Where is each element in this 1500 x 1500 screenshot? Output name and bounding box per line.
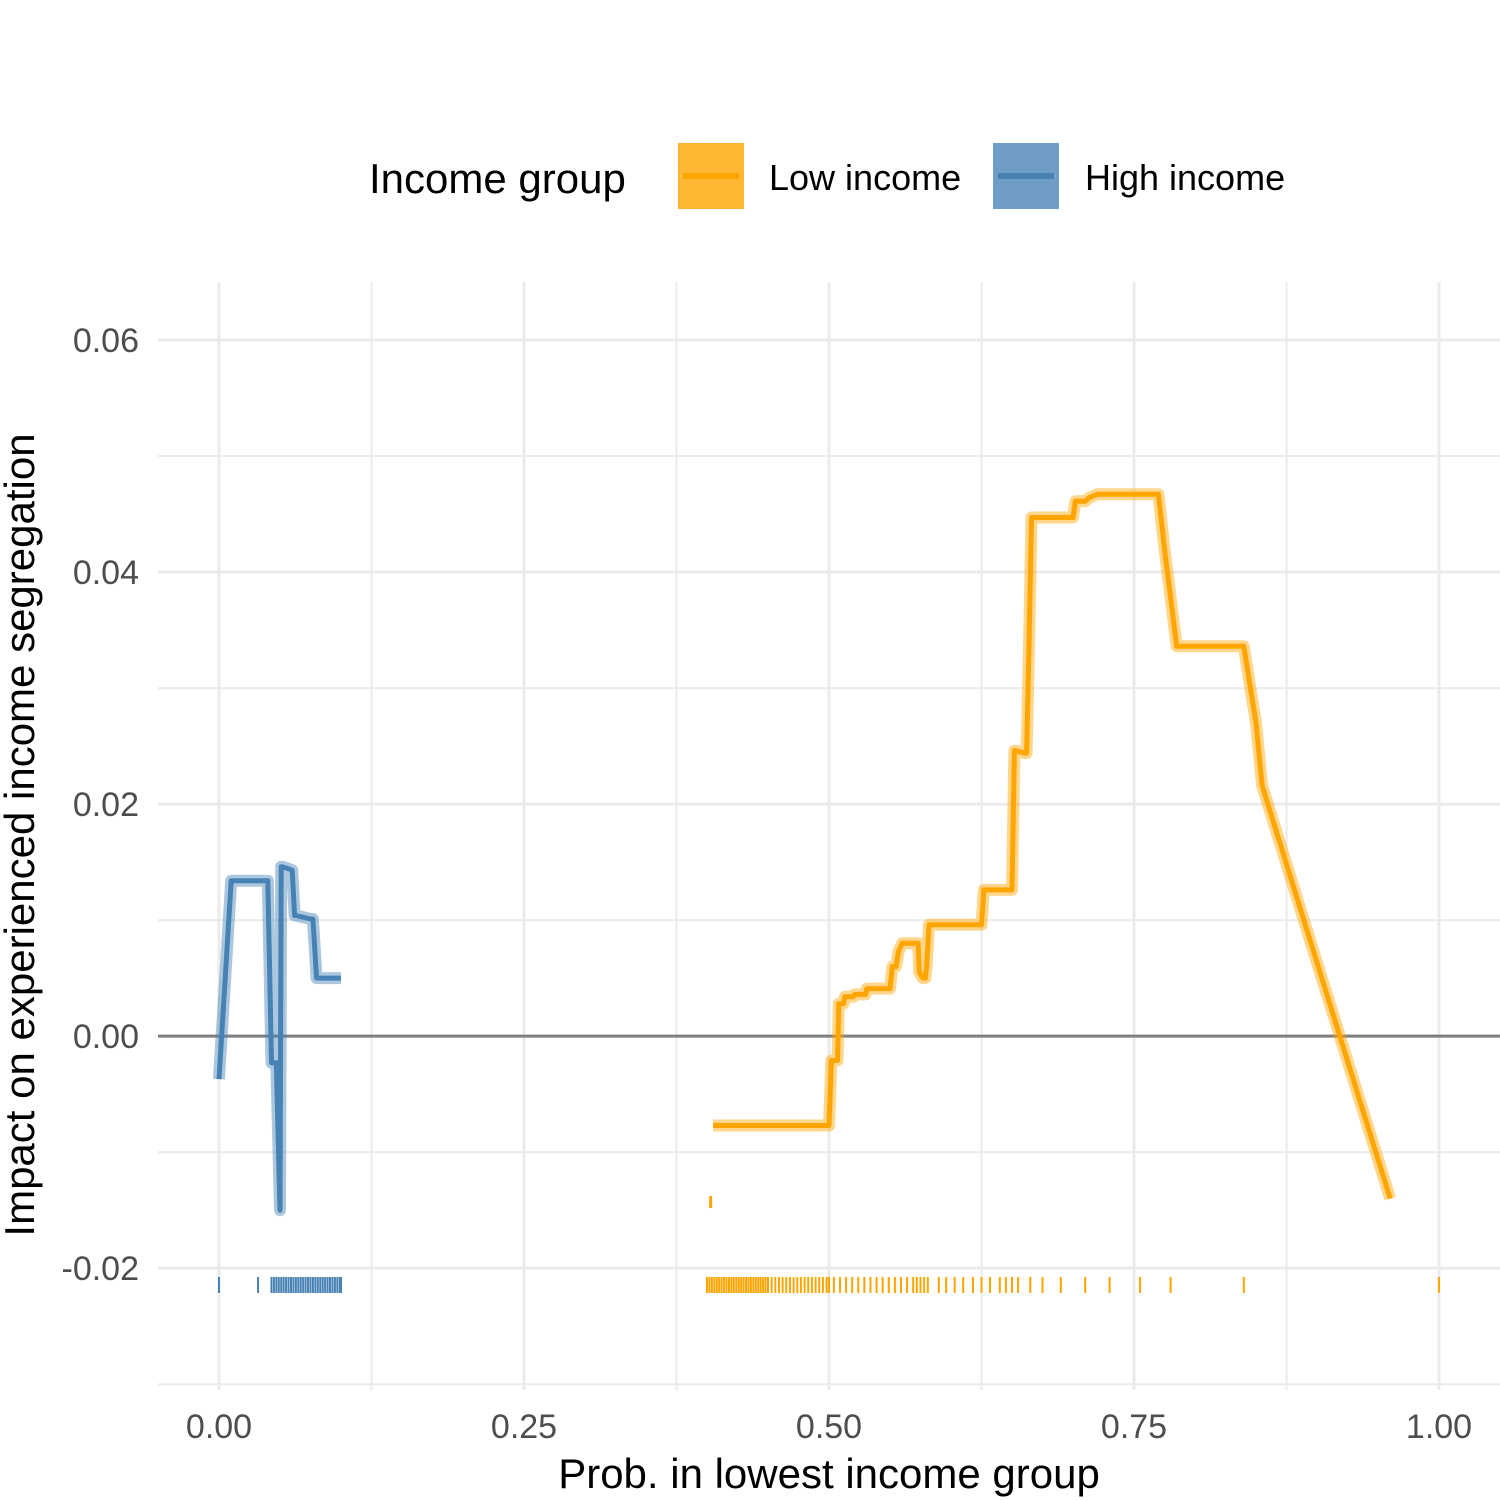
legend-entry-low-income: Low income	[678, 143, 961, 209]
legend: Income group Low income High income	[369, 143, 1285, 209]
y-axis-title: Impact on experienced income segregation	[0, 433, 43, 1236]
x-tick-label: 0.75	[1101, 1408, 1167, 1446]
x-tick-label: 0.25	[491, 1408, 557, 1446]
series-line-high-income	[216, 864, 341, 1213]
ribbon-low-income	[713, 488, 1396, 1201]
y-tick-label: -0.02	[62, 1250, 140, 1288]
y-tick-label: 0.00	[73, 1018, 139, 1056]
legend-entry-high-income: High income	[993, 143, 1285, 209]
x-tick-label: 1.00	[1406, 1408, 1472, 1446]
x-tick-label: 0.00	[186, 1408, 252, 1446]
legend-label-high-income: High income	[1085, 157, 1285, 198]
grid	[158, 282, 1500, 1390]
x-tick-label: 0.50	[796, 1408, 862, 1446]
series-line-low-income	[713, 491, 1393, 1200]
y-tick-label: 0.04	[73, 554, 139, 592]
y-tick-label: 0.02	[73, 786, 139, 824]
y-tick-label: 0.06	[73, 322, 139, 360]
series-lines	[213, 488, 1396, 1217]
tick-labels: 0.00 0.25 0.50 0.75 1.00 -0.02 0.00 0.02 0.04 0.0…	[62, 322, 1473, 1446]
legend-label-low-income: Low income	[769, 157, 961, 198]
x-axis-title: Prob. in lowest income group	[558, 1450, 1100, 1497]
legend-title: Income group	[369, 155, 626, 202]
rug-marks	[218, 1277, 1440, 1293]
